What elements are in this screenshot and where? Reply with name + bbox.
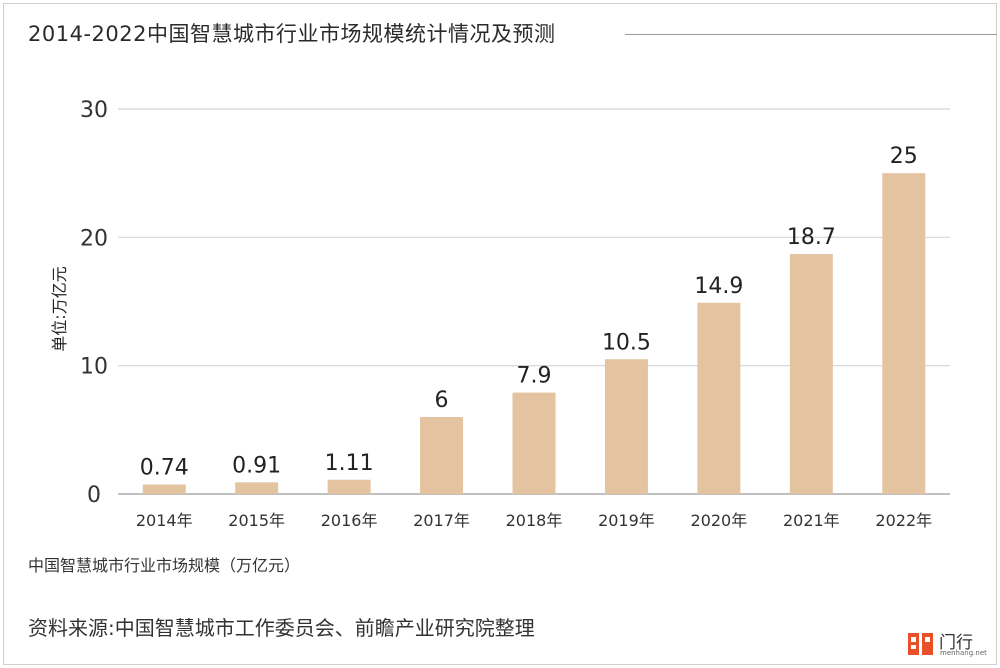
bar <box>142 484 186 494</box>
data-label: 0.91 <box>232 453 281 478</box>
data-label: 1.11 <box>325 451 374 476</box>
data-label: 6 <box>435 388 449 413</box>
bar <box>327 479 371 494</box>
bar <box>697 302 741 494</box>
x-tick-label: 2019年 <box>598 511 655 530</box>
x-tick-label: 2017年 <box>413 511 470 530</box>
bar <box>420 417 464 494</box>
y-tick-label: 10 <box>80 355 108 380</box>
source-note: 资料来源:中国智慧城市工作委员会、前瞻产业研究院整理 <box>28 616 535 640</box>
bar <box>789 254 833 494</box>
data-label: 25 <box>890 144 918 169</box>
data-label: 14.9 <box>694 274 743 299</box>
y-tick-label: 0 <box>87 483 101 508</box>
chart-frame <box>3 3 997 665</box>
bar <box>604 359 648 494</box>
x-tick-label: 2014年 <box>136 511 193 530</box>
x-tick-label: 2018年 <box>506 511 563 530</box>
x-tick-label: 2020年 <box>691 511 748 530</box>
x-tick-label: 2016年 <box>321 511 378 530</box>
bar <box>235 482 279 494</box>
data-label: 10.5 <box>602 330 651 355</box>
x-tick-label: 2021年 <box>783 511 840 530</box>
data-label: 18.7 <box>787 225 836 250</box>
y-tick-label: 30 <box>80 98 108 123</box>
data-label: 7.9 <box>517 364 552 389</box>
title-rule <box>625 34 997 35</box>
data-label: 0.74 <box>140 456 189 481</box>
logo-text: 门行 <box>939 633 973 653</box>
x-tick-label: 2022年 <box>875 511 932 530</box>
x-tick-label: 2015年 <box>228 511 285 530</box>
bar <box>882 173 926 494</box>
bar <box>512 392 556 494</box>
logo: 门行 menhang.net <box>907 628 993 662</box>
chart-caption: 中国智慧城市行业市场规模（万亿元） <box>28 556 301 575</box>
chart-title: 2014-2022中国智慧城市行业市场规模统计情况及预测 <box>28 22 556 46</box>
logo-subtext: menhang.net <box>940 649 987 657</box>
menhang-logo-icon <box>908 633 933 655</box>
y-tick-label: 20 <box>80 226 108 251</box>
